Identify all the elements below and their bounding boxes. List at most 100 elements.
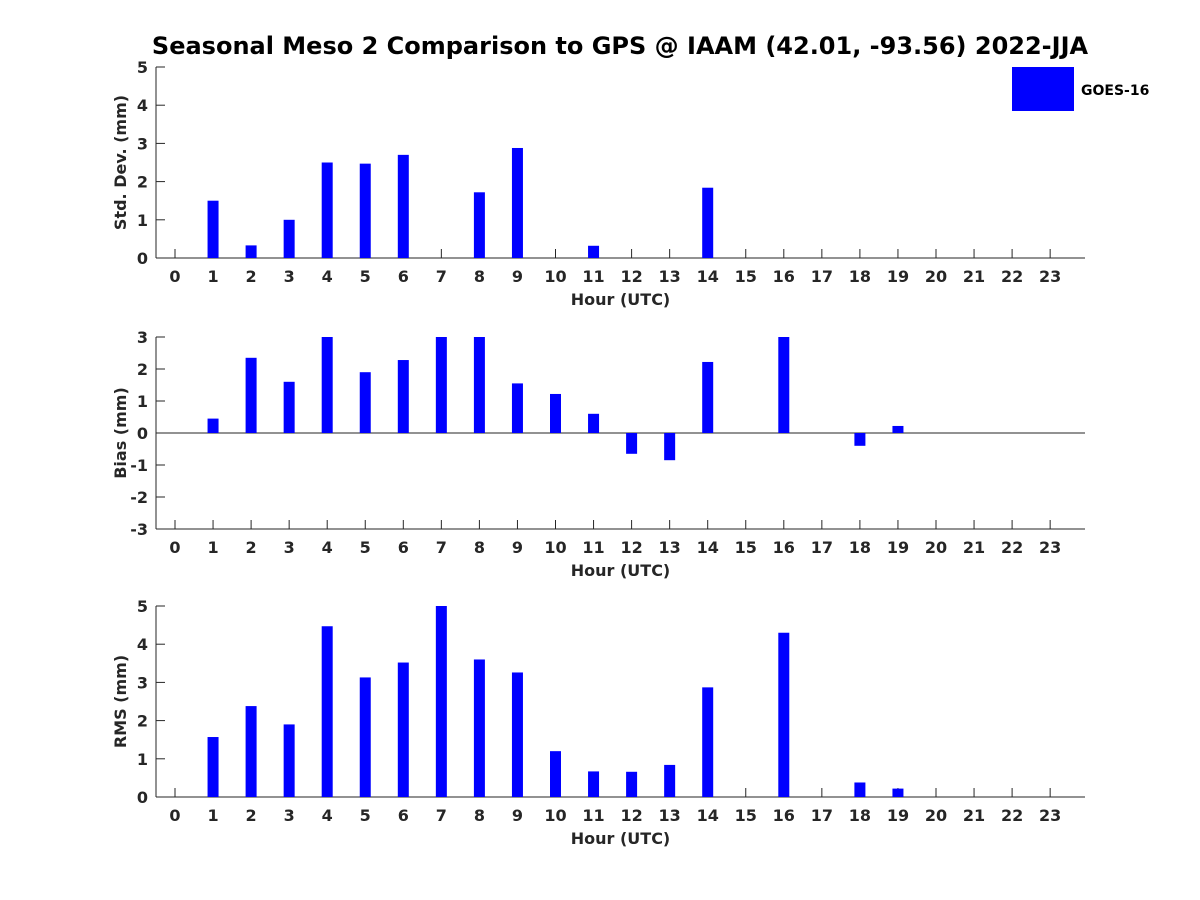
chart-title: Seasonal Meso 2 Comparison to GPS @ IAAM… bbox=[152, 32, 1089, 60]
legend: GOES-16 bbox=[1012, 67, 1149, 111]
rms-xtick-label: 17 bbox=[811, 806, 833, 825]
std-xtick-label: 2 bbox=[246, 267, 257, 286]
std-xtick-label: 18 bbox=[849, 267, 871, 286]
std-xtick-label: 0 bbox=[169, 267, 180, 286]
rms-bar-hour-2 bbox=[245, 706, 257, 797]
rms-xtick-label: 5 bbox=[360, 806, 371, 825]
bias-bar-hour-5 bbox=[359, 372, 371, 433]
bias-ytick-label: 0 bbox=[137, 424, 148, 443]
rms-xtick-label: 13 bbox=[659, 806, 681, 825]
std-bar-hour-3 bbox=[283, 219, 295, 258]
bias-x-axis-label: Hour (UTC) bbox=[571, 561, 671, 580]
bias-xtick-label: 2 bbox=[246, 538, 257, 557]
std-xtick-label: 17 bbox=[811, 267, 833, 286]
rms-xtick-label: 9 bbox=[512, 806, 523, 825]
std-xtick-label: 6 bbox=[398, 267, 409, 286]
bias-xtick-label: 22 bbox=[1001, 538, 1023, 557]
std-x-axis-label: Hour (UTC) bbox=[571, 290, 671, 309]
bias-bar-hour-9 bbox=[511, 383, 523, 433]
bias-xtick-label: 23 bbox=[1039, 538, 1061, 557]
std-xtick-label: 22 bbox=[1001, 267, 1023, 286]
rms-bar-hour-10 bbox=[550, 751, 561, 797]
bias-xtick-label: 16 bbox=[773, 538, 795, 557]
rms-xtick-label: 16 bbox=[773, 806, 795, 825]
std-xtick-label: 3 bbox=[284, 267, 295, 286]
rms-bar-hour-16 bbox=[778, 632, 790, 797]
bias-bar-hour-1 bbox=[207, 418, 219, 433]
std-xtick-label: 5 bbox=[360, 267, 371, 286]
std-xtick-label: 20 bbox=[925, 267, 947, 286]
rms-bar-hour-11 bbox=[588, 771, 600, 797]
rms-xtick-label: 15 bbox=[735, 806, 757, 825]
rms-xtick-label: 11 bbox=[582, 806, 604, 825]
bias-ytick-label: 2 bbox=[137, 360, 148, 379]
std-xtick-label: 9 bbox=[512, 267, 523, 286]
rms-ytick-label: 2 bbox=[137, 712, 148, 731]
std-bar-hour-2 bbox=[245, 245, 257, 258]
std-bar-hour-14 bbox=[702, 187, 714, 258]
bias-xtick-label: 11 bbox=[582, 538, 604, 557]
std-xtick-label: 4 bbox=[322, 267, 333, 286]
bias-xtick-label: 21 bbox=[963, 538, 985, 557]
bias-xtick-label: 15 bbox=[735, 538, 757, 557]
std-xtick-label: 15 bbox=[735, 267, 757, 286]
rms-x-axis-label: Hour (UTC) bbox=[571, 829, 671, 848]
bias-xtick-label: 6 bbox=[398, 538, 409, 557]
bias-xtick-label: 10 bbox=[544, 538, 566, 557]
rms-bar-hour-9 bbox=[511, 672, 523, 797]
bias-xtick-label: 4 bbox=[322, 538, 333, 557]
rms-ytick-label: 5 bbox=[137, 597, 148, 616]
std-xtick-label: 23 bbox=[1039, 267, 1061, 286]
rms-xtick-label: 19 bbox=[887, 806, 909, 825]
rms-ytick-label: 1 bbox=[137, 750, 148, 769]
rms-xtick-label: 4 bbox=[322, 806, 333, 825]
bias-xtick-label: 19 bbox=[887, 538, 909, 557]
std-ytick-label: 0 bbox=[137, 249, 148, 268]
bias-bar-hour-2 bbox=[245, 357, 257, 433]
std-xtick-label: 19 bbox=[887, 267, 909, 286]
bias-xtick-label: 3 bbox=[284, 538, 295, 557]
std-xtick-label: 14 bbox=[697, 267, 719, 286]
bias-bar-hour-14 bbox=[702, 361, 714, 433]
rms-bar-hour-4 bbox=[321, 626, 333, 797]
bias-xtick-label: 8 bbox=[474, 538, 485, 557]
std-bar-hour-8 bbox=[473, 192, 485, 258]
bias-xtick-label: 17 bbox=[811, 538, 833, 557]
rms-bar-hour-3 bbox=[283, 724, 295, 797]
rms-bar-hour-1 bbox=[207, 737, 219, 797]
rms-bar-hour-18 bbox=[854, 782, 866, 797]
bias-y-axis-label: Bias (mm) bbox=[111, 387, 130, 479]
std-xtick-label: 13 bbox=[659, 267, 681, 286]
std-bar-hour-5 bbox=[359, 163, 371, 258]
bias-bar-hour-13 bbox=[664, 433, 676, 461]
std-xtick-label: 7 bbox=[436, 267, 447, 286]
std-ytick-label: 5 bbox=[137, 58, 148, 77]
bias-xtick-label: 1 bbox=[207, 538, 218, 557]
rms-ytick-label: 3 bbox=[137, 673, 148, 692]
bias-bar-hour-3 bbox=[283, 381, 295, 433]
bias-bar-hour-12 bbox=[626, 433, 638, 454]
rms-bar-hour-13 bbox=[664, 764, 676, 797]
bias-xtick-label: 5 bbox=[360, 538, 371, 557]
rms-ytick-label: 4 bbox=[137, 635, 148, 654]
bias-bar-hour-11 bbox=[588, 413, 600, 433]
rms-xtick-label: 6 bbox=[398, 806, 409, 825]
std-ytick-label: 1 bbox=[137, 211, 148, 230]
rms-xtick-label: 8 bbox=[474, 806, 485, 825]
bias-xtick-label: 14 bbox=[697, 538, 719, 557]
std-xtick-label: 12 bbox=[620, 267, 642, 286]
rms-xtick-label: 7 bbox=[436, 806, 447, 825]
rms-bar-hour-19 bbox=[892, 788, 904, 797]
rms-xtick-label: 21 bbox=[963, 806, 985, 825]
bias-ytick-label: -1 bbox=[130, 456, 148, 475]
bias-bar-hour-6 bbox=[397, 360, 409, 433]
rms-bar-hour-6 bbox=[397, 662, 409, 797]
std-y-axis-label: Std. Dev. (mm) bbox=[111, 95, 130, 230]
rms-xtick-label: 18 bbox=[849, 806, 871, 825]
std-bar-hour-1 bbox=[207, 200, 219, 258]
rms-bar-hour-7 bbox=[435, 606, 447, 797]
rms-xtick-label: 20 bbox=[925, 806, 947, 825]
